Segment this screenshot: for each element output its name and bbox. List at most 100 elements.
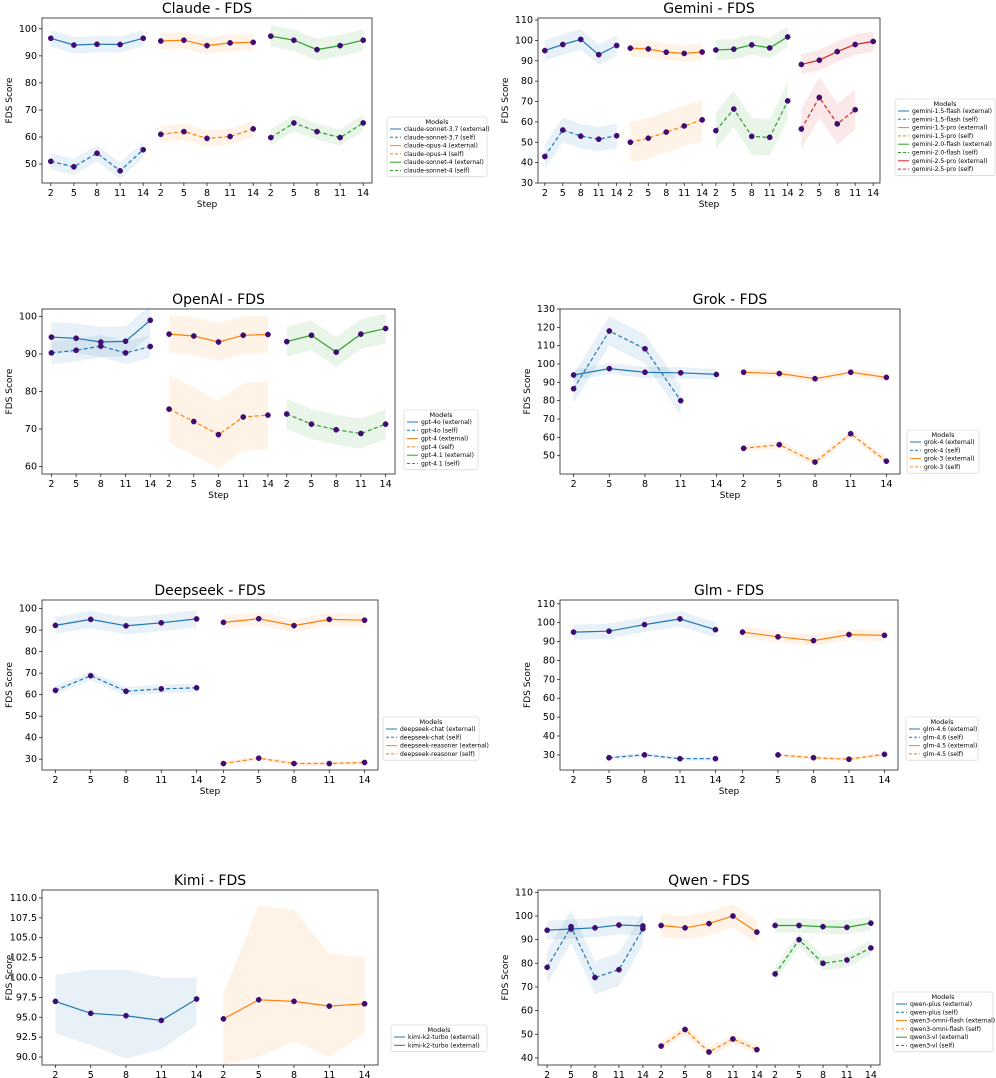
legend-entry: glm-4.5 (self) <box>923 751 963 758</box>
external-series-point <box>740 369 747 376</box>
self-series-point <box>812 459 818 465</box>
external-series-point <box>117 41 123 48</box>
external-series-point <box>681 50 688 57</box>
y-tick-label: 90 <box>543 377 555 388</box>
external-series-point <box>712 47 719 53</box>
external-series-point <box>883 374 890 381</box>
external-series-point <box>215 339 222 345</box>
self-series-point <box>798 126 805 132</box>
external-series-confidence-band <box>286 313 386 368</box>
series-group-1: 2 5 8 11 14 <box>52 610 203 786</box>
self-series-confidence-band <box>547 910 643 995</box>
x-tick-label: 2 <box>48 188 54 199</box>
x-tick-label: 8 <box>204 188 210 199</box>
y-tick-label: 90 <box>25 625 37 636</box>
external-series-point <box>559 41 566 48</box>
y-tick-label: 80 <box>25 78 37 89</box>
legend-entry: gpt-4o (external) <box>421 419 472 426</box>
y-tick-label: 120 <box>537 322 555 333</box>
self-series-point <box>123 688 129 695</box>
legend-title: Models <box>934 100 958 108</box>
legend-entry: gpt-4.1 (self) <box>421 461 460 468</box>
external-series-point <box>190 333 197 339</box>
x-tick-label: 11 <box>845 479 857 490</box>
self-series-point <box>682 1026 688 1033</box>
external-series-point <box>658 922 664 929</box>
self-series-point <box>706 1049 712 1055</box>
external-series-point <box>772 922 778 929</box>
x-tick-label: 8 <box>812 479 818 490</box>
x-tick-label: 2 <box>52 1070 58 1078</box>
x-tick-label: 8 <box>215 479 221 490</box>
x-tick-label: 14 <box>878 775 890 786</box>
legend-entry: glm-4.6 (self) <box>923 734 963 741</box>
chart-7: Kimi - FDS 90.0 92.5 95.0 97.5 100.0 102.5 105.… <box>5 873 488 1078</box>
x-tick-label: 11 <box>355 479 367 490</box>
external-series-point <box>641 621 648 628</box>
x-tick-label: 2 <box>571 479 577 490</box>
external-series-point <box>712 626 719 633</box>
self-series-point <box>73 347 79 354</box>
x-tick-label: 8 <box>642 479 648 490</box>
x-tick-label: 5 <box>181 188 187 199</box>
x-tick-label: 11 <box>155 775 167 786</box>
y-tick-label: 100 <box>19 604 37 615</box>
self-series-point <box>699 117 706 123</box>
self-series-point <box>810 754 817 761</box>
external-series-point <box>776 370 783 377</box>
self-series-point <box>748 133 755 140</box>
series-group-2: 2 5 8 11 14 <box>739 626 891 786</box>
self-series-point <box>627 139 634 146</box>
plot-frame <box>559 599 899 771</box>
self-series-point <box>592 974 598 981</box>
self-series-point <box>255 755 262 762</box>
y-tick-label: 30 <box>521 178 533 189</box>
self-series-point <box>645 135 652 142</box>
self-series-point <box>47 158 54 165</box>
x-tick-label: 2 <box>627 188 633 199</box>
self-series-confidence-band <box>50 141 144 179</box>
chart-5: Deepseek - FDS 30 40 50 60 70 80 90 100 FDS Score… <box>5 583 489 797</box>
y-tick-label: 80 <box>25 387 37 398</box>
x-tick-label: 2 <box>284 479 290 490</box>
y-tick-label: 50 <box>25 159 37 170</box>
self-series-confidence-band <box>775 932 871 981</box>
external-series-point <box>87 616 94 623</box>
external-series-point <box>87 1010 94 1017</box>
x-tick-label: 14 <box>751 1070 763 1078</box>
external-series-point <box>606 365 613 372</box>
y-tick-label: 80 <box>543 396 555 407</box>
y-tick-label: 50 <box>521 1029 533 1040</box>
external-series-point <box>606 628 612 635</box>
self-series-point <box>642 345 648 352</box>
external-series-point <box>570 629 577 635</box>
self-series-point <box>541 153 548 160</box>
chart-1: Claude - FDS 50 60 70 80 90 100 FDS Score Step 2 5… <box>5 1 490 210</box>
external-series-point <box>682 924 688 931</box>
x-tick-label: 8 <box>820 1070 826 1078</box>
legend-title: Models <box>932 993 956 1001</box>
series-group-2: 2 5 8 11 14 <box>166 315 274 490</box>
x-axis-label: Step <box>719 787 740 797</box>
external-series-point <box>337 42 343 49</box>
y-tick-label: 60 <box>25 462 37 473</box>
external-series-point <box>870 38 877 45</box>
x-tick-label: 5 <box>606 775 612 786</box>
self-series-line <box>544 129 617 157</box>
chart-title: Deepseek - FDS <box>154 583 265 599</box>
self-series-point <box>147 343 154 350</box>
y-tick-label: 90 <box>25 51 37 62</box>
x-tick-label: 8 <box>314 188 320 199</box>
legend-entry: grok-4 (self) <box>924 447 960 454</box>
self-series-confidence-band <box>51 334 151 365</box>
x-tick-label: 11 <box>593 188 605 199</box>
self-series-point <box>616 966 622 973</box>
self-series-point <box>190 418 197 425</box>
chart-4: Grok - FDS 50 60 70 80 90 100 110 120 130 FDS Scor… <box>523 292 980 501</box>
x-tick-label: 5 <box>606 479 612 490</box>
external-series-point <box>881 632 888 639</box>
y-tick-label: 90.0 <box>16 1052 37 1063</box>
x-tick-label: 11 <box>119 479 131 490</box>
self-series-point <box>740 445 747 452</box>
